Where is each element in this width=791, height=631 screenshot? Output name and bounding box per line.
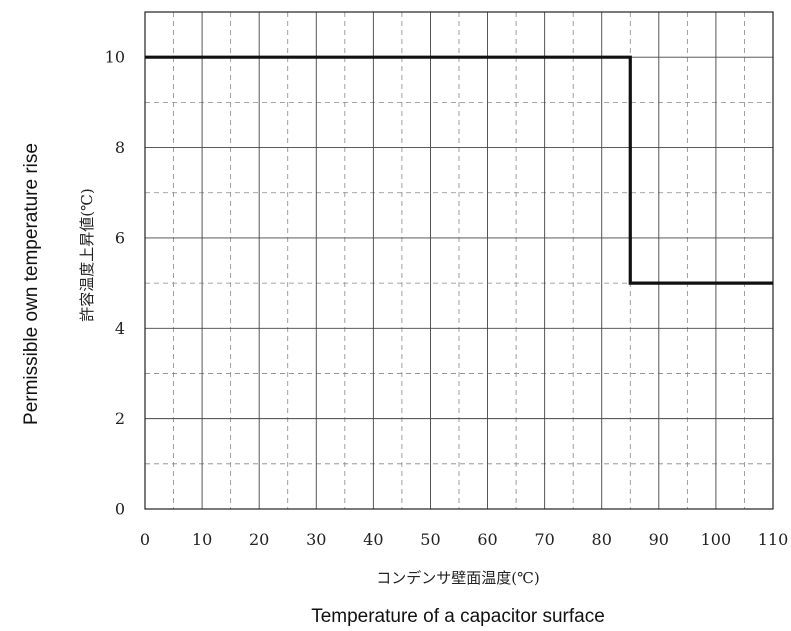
y-tick-label: 2 bbox=[115, 409, 125, 428]
x-tick-label: 80 bbox=[592, 530, 612, 549]
y-tick-labels: 0 2 4 6 8 10 bbox=[105, 48, 125, 519]
x-tick-label: 90 bbox=[649, 530, 669, 549]
y-tick-label: 6 bbox=[115, 228, 125, 247]
x-axis-label-en: Temperature of a capacitor surface bbox=[311, 606, 605, 627]
y-tick-label: 10 bbox=[105, 48, 125, 67]
x-tick-labels: 0 10 20 30 40 50 60 70 80 90 100 110 bbox=[140, 530, 788, 549]
y-tick-label: 8 bbox=[115, 138, 125, 157]
y-axis-label-en: Permissible own temperature rise bbox=[21, 143, 42, 425]
series-line bbox=[145, 55, 773, 285]
y-tick-label: 4 bbox=[115, 319, 125, 338]
series-group bbox=[145, 55, 773, 285]
x-tick-label: 40 bbox=[363, 530, 383, 549]
x-tick-label: 70 bbox=[534, 530, 554, 549]
x-tick-label: 20 bbox=[249, 530, 269, 549]
grid-minor bbox=[145, 12, 773, 509]
x-tick-label: 100 bbox=[701, 530, 732, 549]
plot-frame bbox=[144, 11, 774, 510]
grid-major bbox=[145, 12, 773, 509]
y-axis-label-jp: 許容温度上昇値(℃) bbox=[78, 188, 96, 322]
x-tick-label: 110 bbox=[758, 530, 789, 549]
x-axis-label-jp: コンデンサ壁面温度(℃) bbox=[376, 569, 540, 587]
x-tick-label: 50 bbox=[420, 530, 440, 549]
x-tick-label: 60 bbox=[477, 530, 497, 549]
x-tick-label: 10 bbox=[192, 530, 212, 549]
x-tick-label: 30 bbox=[306, 530, 326, 549]
x-tick-label: 0 bbox=[140, 530, 150, 549]
y-tick-label: 0 bbox=[115, 500, 125, 519]
